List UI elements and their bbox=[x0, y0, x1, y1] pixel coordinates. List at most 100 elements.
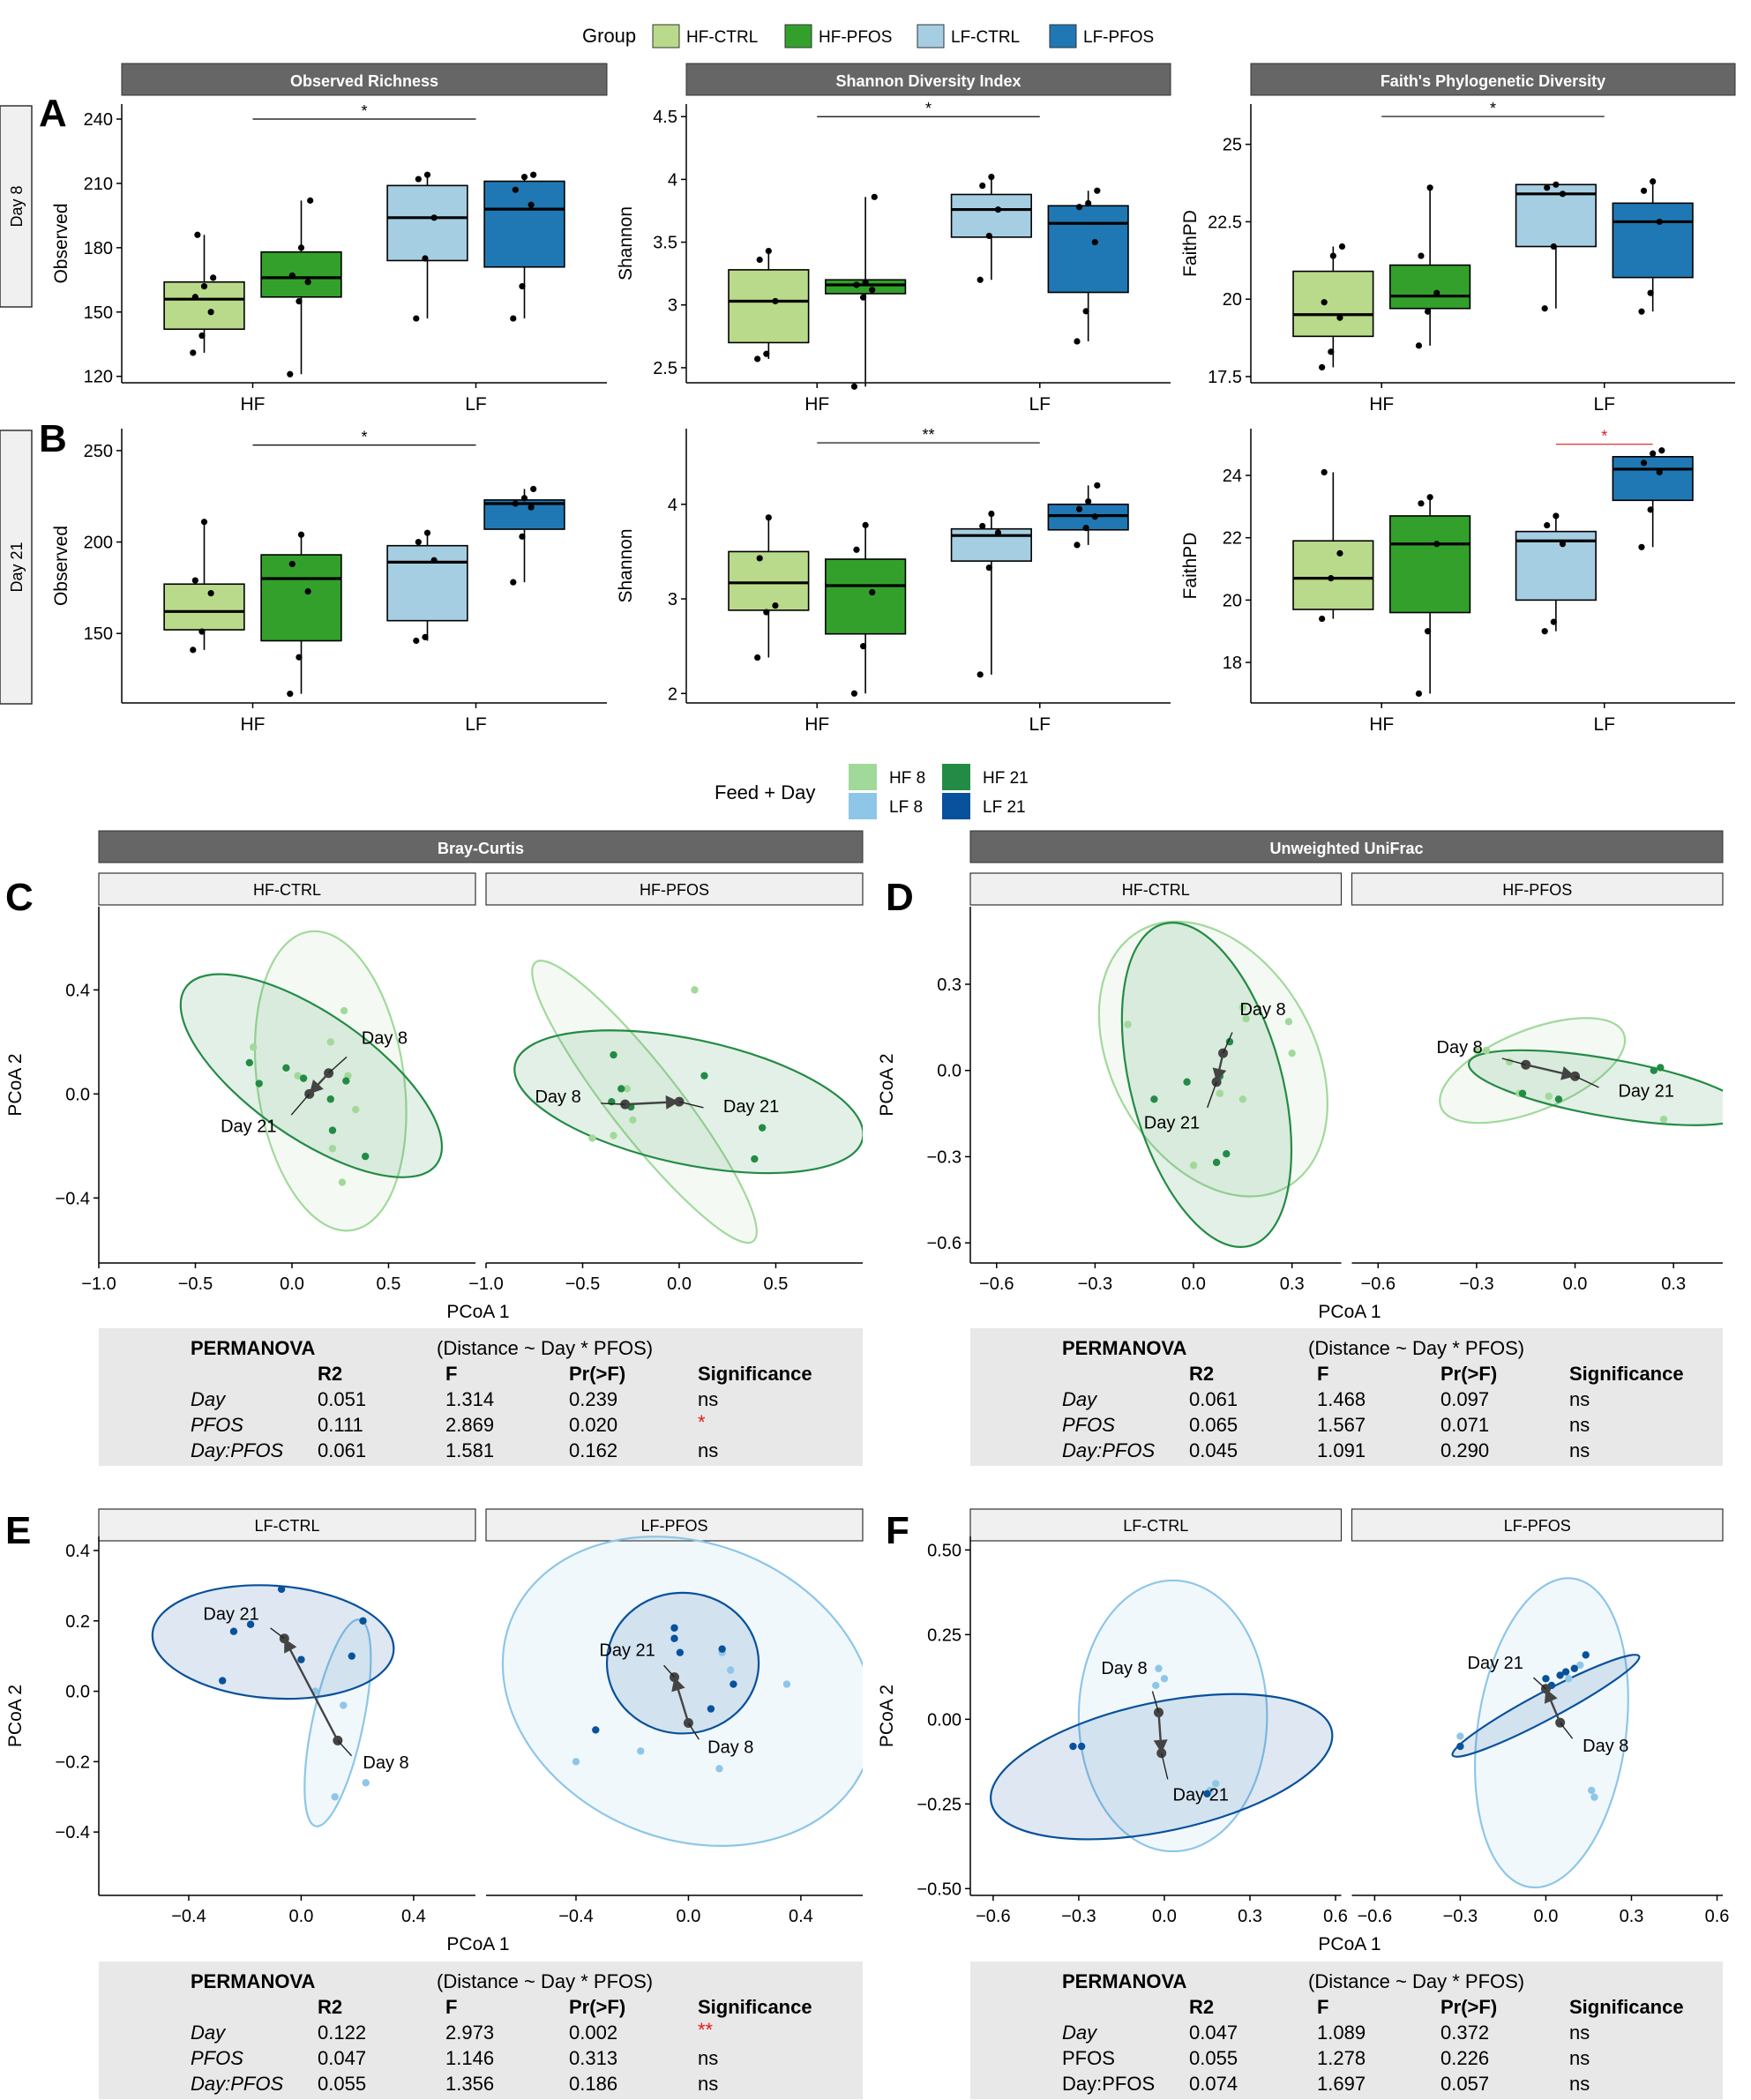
sample-point-day21 bbox=[707, 1705, 715, 1713]
permanova-term: PFOS bbox=[191, 1414, 243, 1436]
permanova-f: 1.697 bbox=[1317, 2073, 1366, 2095]
data-point bbox=[756, 256, 763, 264]
permanova-header: Significance bbox=[698, 1996, 812, 2018]
y-tick-label: 0.0 bbox=[937, 1062, 962, 1081]
permanova-r2: 0.122 bbox=[318, 2022, 366, 2044]
significance-label: * bbox=[361, 429, 367, 446]
data-point bbox=[519, 533, 526, 540]
data-point bbox=[520, 495, 528, 502]
data-point bbox=[765, 247, 772, 255]
x-tick-label: HF bbox=[241, 714, 266, 735]
row-strip-label: Day 21 bbox=[8, 542, 26, 592]
x-tick-label: LF bbox=[465, 714, 487, 735]
sample-point-day8 bbox=[637, 1747, 645, 1755]
sample-point-day21 bbox=[1203, 1790, 1211, 1798]
permanova-term: Day bbox=[1062, 1388, 1098, 1410]
centroid-arrowhead bbox=[665, 1095, 679, 1110]
y-tick-label: 4 bbox=[668, 170, 677, 190]
confidence-ellipse-day8 bbox=[1077, 1579, 1268, 1853]
box-hf-pfos bbox=[1389, 494, 1471, 697]
permanova-p: 0.372 bbox=[1440, 2022, 1489, 2044]
permanova-f: 1.567 bbox=[1317, 1414, 1366, 1436]
facet-strip bbox=[1351, 872, 1724, 906]
permanova-p: 0.162 bbox=[569, 1439, 617, 1461]
data-point bbox=[519, 283, 526, 290]
sample-point-day21 bbox=[219, 1677, 227, 1685]
sample-point-day21 bbox=[328, 1126, 337, 1134]
sample-point-day8 bbox=[727, 1666, 735, 1674]
facet-strip-title: LF-PFOS bbox=[1504, 1517, 1571, 1535]
pcoa-panel: Unweighted UniFrac HF-CTRL 0.3 0.0 −0.3 −0.6 P… bbox=[877, 830, 1724, 1466]
box-lf-pfos bbox=[1612, 447, 1694, 550]
day-label-leader bbox=[1151, 1691, 1160, 1713]
permanova-r2: 0.074 bbox=[1189, 2073, 1238, 2095]
data-point bbox=[530, 485, 537, 493]
y-tick-label: 210 bbox=[84, 175, 113, 194]
feed-legend-title: Feed + Day bbox=[715, 781, 815, 803]
confidence-ellipse-day8 bbox=[1439, 1017, 1627, 1125]
pcoa-panel: Bray-Curtis HF-CTRL 0.4 0.0 −0.4 PCoA 2 −1.0 −0… bbox=[5, 830, 864, 1466]
day-label-leader bbox=[270, 1627, 285, 1640]
pcoa-facet: LF-CTRL 0.4 0.2 0.0 −0.2 −0.4 PCoA 2 −0.4 0.0 0.4… bbox=[5, 1508, 476, 1926]
permanova-r2: 0.061 bbox=[318, 1439, 366, 1461]
row-strip-label: Day 8 bbox=[8, 185, 26, 227]
data-point bbox=[1640, 460, 1648, 467]
data-point bbox=[869, 287, 876, 294]
sample-point-day8 bbox=[1482, 1046, 1491, 1055]
facet-strip bbox=[98, 1508, 476, 1542]
sample-point-day8 bbox=[340, 1006, 348, 1015]
data-point bbox=[1426, 494, 1433, 501]
data-point bbox=[1541, 305, 1548, 312]
panel-letter: B bbox=[39, 417, 67, 460]
y-tick-label: 0.2 bbox=[65, 1612, 90, 1632]
x-tick-label: −1.0 bbox=[468, 1274, 503, 1294]
permanova-p: 0.186 bbox=[569, 2073, 617, 2095]
box-iqr bbox=[728, 550, 810, 611]
data-point bbox=[1544, 521, 1551, 529]
sample-point-day8 bbox=[338, 1178, 347, 1186]
data-point bbox=[859, 294, 867, 301]
y-tick-label: 0.0 bbox=[65, 1085, 90, 1104]
permanova-p: 0.239 bbox=[569, 1388, 617, 1410]
permanova-significance: ns bbox=[698, 1388, 718, 1410]
data-point bbox=[1553, 512, 1560, 519]
confidence-ellipse-day21 bbox=[179, 973, 444, 1178]
boxplot-panel: Observed Richness 120 150 180 210 240 HF LF Obse… bbox=[51, 63, 608, 415]
sample-point-day21 bbox=[229, 1627, 238, 1635]
box-hf-pfos bbox=[825, 193, 907, 390]
box-hf-ctrl bbox=[163, 519, 245, 654]
row-strip bbox=[0, 105, 33, 308]
data-point bbox=[985, 564, 992, 572]
sample-point-day8 bbox=[588, 1134, 596, 1142]
pcoa-facet: HF-PFOS −1.0 −0.5 0.0 0.5 Day 8 Day 21 bbox=[468, 872, 864, 1294]
sample-point-day8 bbox=[1242, 1014, 1250, 1023]
day-label-pad bbox=[258, 1603, 318, 1625]
permanova-header: Pr(>F) bbox=[569, 1363, 625, 1385]
sample-point-day8 bbox=[331, 1793, 339, 1801]
sample-point-day21 bbox=[277, 1585, 286, 1594]
data-point bbox=[1559, 541, 1567, 548]
permanova-term: Day bbox=[191, 1388, 227, 1410]
permanova-table: PERMANOVA (Distance ~ Day * PFOS) R2 F Pr(>F… bbox=[99, 1962, 863, 2099]
day-label-leader bbox=[1222, 1032, 1233, 1054]
box-iqr bbox=[825, 558, 907, 635]
box-lf-pfos bbox=[1612, 178, 1694, 315]
data-point bbox=[415, 538, 422, 546]
data-point bbox=[862, 279, 869, 286]
permanova-header: Pr(>F) bbox=[1440, 1996, 1497, 2018]
data-point bbox=[1550, 243, 1557, 250]
data-point bbox=[1638, 543, 1645, 550]
data-point bbox=[413, 637, 420, 645]
y-tick-label: 150 bbox=[84, 303, 113, 323]
sample-point-day21 bbox=[1542, 1675, 1550, 1683]
day-label-leader bbox=[1207, 1081, 1217, 1109]
permanova-f: 1.278 bbox=[1317, 2047, 1366, 2069]
box-iqr bbox=[260, 250, 342, 298]
sample-point-day8 bbox=[629, 1116, 637, 1125]
permanova-background bbox=[970, 1962, 1723, 2099]
permanova-header: R2 bbox=[318, 1363, 342, 1385]
data-point bbox=[988, 510, 995, 518]
data-point bbox=[287, 691, 294, 698]
permanova-background bbox=[99, 1962, 863, 2099]
data-point bbox=[1319, 363, 1326, 371]
